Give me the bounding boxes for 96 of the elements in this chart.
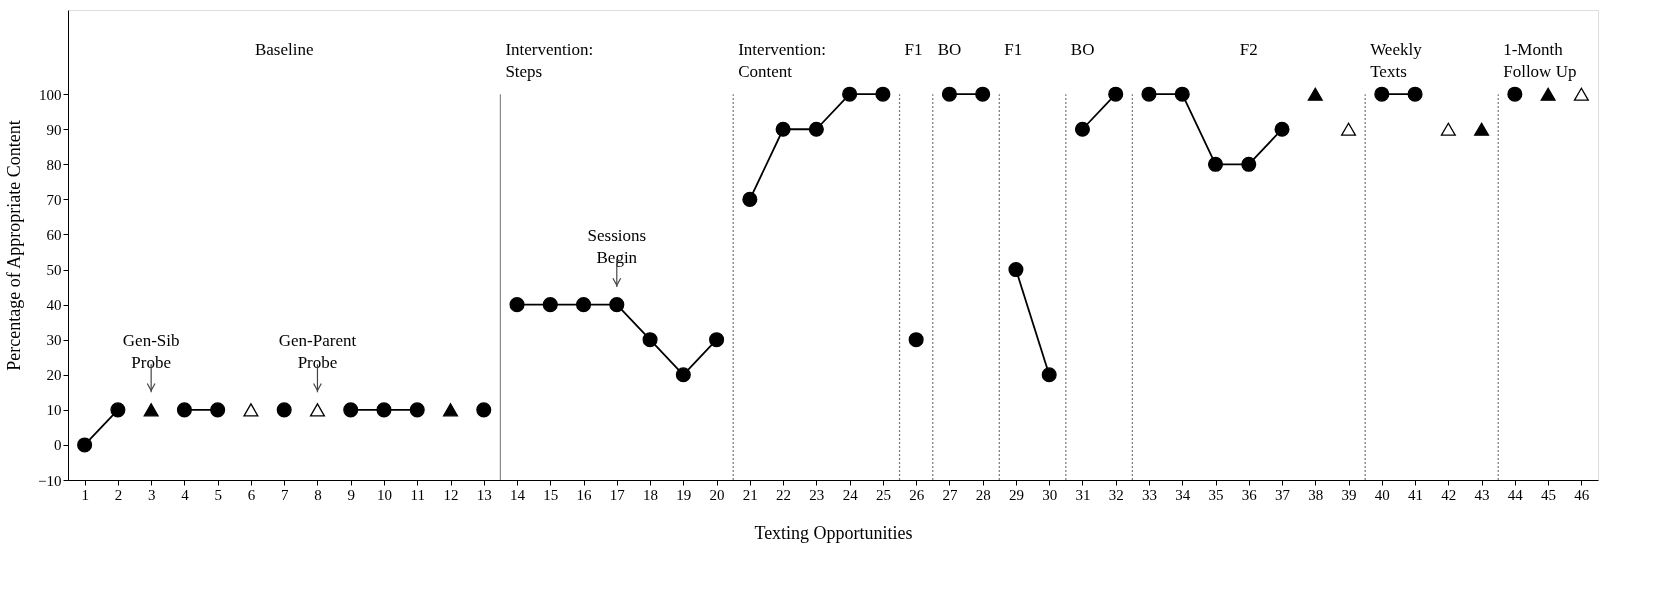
point [1440, 122, 1456, 136]
x-tick-label: 41 [1408, 486, 1424, 503]
x-tick-label: 9 [347, 486, 355, 503]
x-tick-label: 11 [410, 486, 425, 503]
x-tick-label: 17 [609, 486, 626, 503]
x-tick-label: 5 [214, 486, 222, 503]
point [1407, 86, 1423, 102]
y-tick-label: −10 [38, 472, 62, 489]
point [1307, 87, 1323, 101]
x-tick-label: 16 [576, 486, 593, 503]
annotation: BO [937, 40, 962, 60]
annotation: Baseline [254, 40, 314, 60]
annotation: Weekly Texts [1370, 40, 1423, 82]
x-tick-label: 14 [510, 486, 526, 503]
x-tick-label: 31 [1075, 486, 1091, 503]
x-tick-label: 26 [909, 486, 925, 503]
x-tick-label: 35 [1208, 486, 1224, 503]
y-tick-label: 70 [46, 191, 62, 208]
x-tick-label: 10 [376, 486, 392, 503]
x-tick-label: 6 [247, 486, 256, 503]
point [243, 403, 259, 417]
x-tick-label: 12 [443, 486, 459, 503]
y-tick-label: 0 [54, 437, 62, 454]
x-tick-label: 2 [114, 486, 123, 503]
x-tick-label: 7 [280, 486, 289, 503]
x-tick-label: 38 [1308, 486, 1324, 503]
point [1507, 86, 1523, 102]
point [442, 403, 459, 417]
y-tick-label: 100 [39, 86, 62, 103]
y-tick-label: 30 [46, 332, 62, 349]
annotation: Intervention: Steps [505, 40, 594, 82]
point [143, 403, 159, 417]
x-tick-label: 4 [181, 486, 190, 503]
point [1374, 86, 1390, 102]
annotation: F1 [904, 40, 923, 60]
x-tick-label: 19 [676, 486, 692, 503]
point [1474, 122, 1490, 136]
x-tick-label: 8 [314, 486, 322, 503]
x-axis-title: Texting Opportunities [754, 522, 913, 543]
annotation: Sessions Begin [587, 226, 647, 267]
point [309, 403, 325, 417]
x-tick-label: 3 [147, 486, 156, 503]
x-tick-label: 37 [1275, 486, 1291, 503]
point [476, 402, 492, 418]
x-tick-label: 40 [1374, 486, 1390, 503]
y-tick-label: 80 [46, 156, 62, 173]
x-tick-label: 1 [81, 486, 89, 503]
x-tick-label: 24 [842, 486, 859, 503]
annotation: 1-Month Follow Up [1503, 40, 1577, 82]
annotation: Gen-Parent Probe [278, 331, 357, 373]
point [941, 86, 957, 102]
x-tick-label: 21 [742, 486, 758, 503]
point [276, 402, 292, 418]
point [1341, 122, 1357, 136]
y-tick-label: 10 [46, 402, 62, 419]
x-tick-label: 44 [1507, 486, 1524, 503]
y-tick-label: 40 [46, 297, 62, 314]
x-tick-label: 22 [776, 486, 792, 503]
x-tick-label: 23 [809, 486, 825, 503]
point [210, 402, 226, 418]
annotation: Intervention: Content [738, 40, 827, 82]
x-tick-label: 18 [643, 486, 659, 503]
x-tick-label: 29 [1008, 486, 1024, 503]
x-tick-label: 25 [875, 486, 891, 503]
point [975, 86, 991, 102]
point [176, 402, 192, 418]
annotation: BO [1070, 40, 1095, 60]
x-tick-label: 33 [1141, 486, 1157, 503]
x-tick-label: 30 [1042, 486, 1058, 503]
x-tick-label: 42 [1441, 486, 1457, 503]
x-tick-label: 32 [1108, 486, 1124, 503]
y-tick-label: 90 [46, 121, 62, 138]
y-tick-label: 50 [46, 262, 62, 279]
point [409, 402, 425, 418]
x-tick-label: 34 [1175, 486, 1191, 503]
annotation: F2 [1239, 40, 1258, 60]
x-tick-label: 15 [543, 486, 559, 503]
annotation: F1 [1004, 40, 1023, 60]
x-tick-label: 13 [476, 486, 492, 503]
x-tick-label: 28 [975, 486, 991, 503]
point [908, 332, 924, 348]
y-axis-title: Percentage of Appropriate Content [4, 120, 25, 371]
point [1573, 87, 1589, 101]
y-tick-label: 20 [46, 367, 62, 384]
x-tick-label: 39 [1341, 486, 1357, 503]
x-tick-label: 20 [709, 486, 725, 503]
point [343, 402, 359, 418]
annotation: Gen-Sib Probe [122, 331, 180, 373]
point [1540, 87, 1556, 101]
x-tick-label: 45 [1541, 486, 1557, 503]
x-tick-label: 27 [942, 486, 958, 503]
x-tick-label: 43 [1474, 486, 1490, 503]
point [376, 402, 392, 418]
x-tick-label: 46 [1574, 486, 1590, 503]
y-tick-label: 60 [46, 226, 62, 243]
x-tick-label: 36 [1241, 486, 1258, 503]
